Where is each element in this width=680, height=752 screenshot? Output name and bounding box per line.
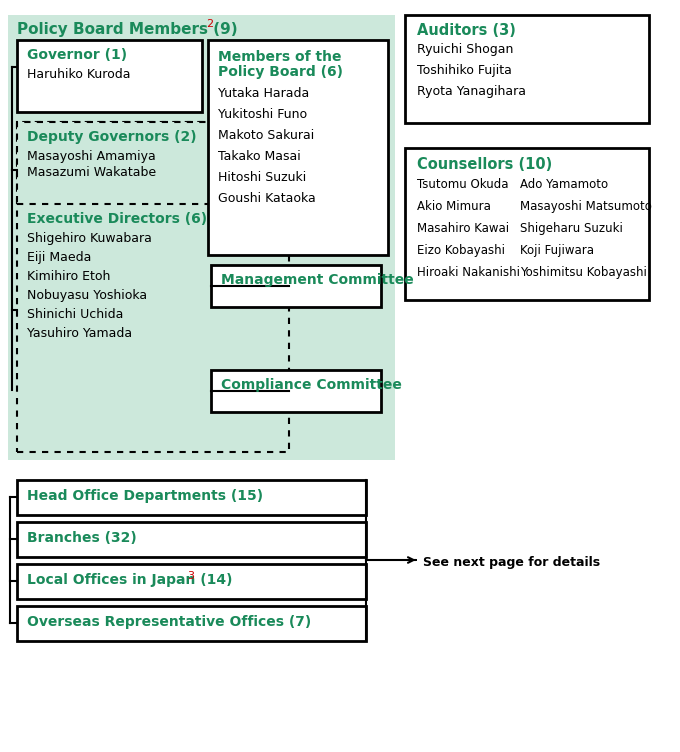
Text: Eiji Maeda: Eiji Maeda: [27, 251, 92, 264]
Text: Compliance Committee: Compliance Committee: [221, 378, 402, 392]
Bar: [405, 15, 649, 123]
Text: Auditors (3): Auditors (3): [417, 23, 515, 38]
Text: Yukitoshi Funo: Yukitoshi Funo: [218, 108, 307, 121]
Bar: [405, 148, 649, 300]
Bar: [7, 15, 395, 460]
Text: Overseas Representative Offices (7): Overseas Representative Offices (7): [27, 615, 311, 629]
Bar: [18, 122, 289, 452]
Text: Yutaka Harada: Yutaka Harada: [218, 87, 309, 100]
Text: Management Committee: Management Committee: [221, 273, 413, 287]
Text: Ryota Yanagihara: Ryota Yanagihara: [417, 85, 526, 98]
Text: Takako Masai: Takako Masai: [218, 150, 301, 163]
Text: Kimihiro Etoh: Kimihiro Etoh: [27, 270, 111, 283]
Bar: [18, 522, 367, 557]
Text: Local Offices in Japan (14): Local Offices in Japan (14): [27, 573, 233, 587]
Text: Tsutomu Okuda: Tsutomu Okuda: [417, 178, 508, 191]
Bar: [18, 122, 289, 204]
Text: 3: 3: [187, 571, 194, 581]
Bar: [211, 265, 381, 307]
Text: Yoshimitsu Kobayashi: Yoshimitsu Kobayashi: [520, 266, 647, 279]
Text: Ado Yamamoto: Ado Yamamoto: [520, 178, 609, 191]
Text: Haruhiko Kuroda: Haruhiko Kuroda: [27, 68, 131, 81]
Text: Deputy Governors (2): Deputy Governors (2): [27, 130, 197, 144]
Text: Masahiro Kawai: Masahiro Kawai: [417, 222, 509, 235]
Text: Head Office Departments (15): Head Office Departments (15): [27, 489, 263, 503]
Text: 2: 2: [207, 19, 214, 29]
Bar: [18, 606, 367, 641]
Bar: [211, 370, 381, 412]
Text: Shigehiro Kuwabara: Shigehiro Kuwabara: [27, 232, 152, 245]
Text: Members of the: Members of the: [218, 50, 341, 64]
Text: Governor (1): Governor (1): [27, 48, 127, 62]
Text: Branches (32): Branches (32): [27, 531, 137, 545]
Bar: [18, 564, 367, 599]
Text: Executive Directors (6): Executive Directors (6): [27, 212, 207, 226]
Text: Policy Board (6): Policy Board (6): [218, 65, 343, 79]
Text: Counsellors (10): Counsellors (10): [417, 157, 552, 172]
Text: Shinichi Uchida: Shinichi Uchida: [27, 308, 124, 321]
Text: Masazumi Wakatabe: Masazumi Wakatabe: [27, 166, 156, 179]
Text: Hiroaki Nakanishi: Hiroaki Nakanishi: [417, 266, 520, 279]
Bar: [18, 480, 367, 515]
Text: Koji Fujiwara: Koji Fujiwara: [520, 244, 594, 257]
Text: Makoto Sakurai: Makoto Sakurai: [218, 129, 314, 142]
Text: Akio Mimura: Akio Mimura: [417, 200, 490, 213]
Text: Masayoshi Amamiya: Masayoshi Amamiya: [27, 150, 156, 163]
Text: Hitoshi Suzuki: Hitoshi Suzuki: [218, 171, 306, 184]
Text: Ryuichi Shogan: Ryuichi Shogan: [417, 43, 513, 56]
Text: Eizo Kobayashi: Eizo Kobayashi: [417, 244, 505, 257]
Text: Nobuyasu Yoshioka: Nobuyasu Yoshioka: [27, 289, 148, 302]
Text: Policy Board Members (9): Policy Board Members (9): [18, 22, 238, 37]
Bar: [18, 40, 201, 112]
Bar: [208, 40, 388, 255]
Text: Yasuhiro Yamada: Yasuhiro Yamada: [27, 327, 132, 340]
Text: Toshihiko Fujita: Toshihiko Fujita: [417, 64, 511, 77]
Text: See next page for details: See next page for details: [424, 556, 600, 569]
Text: Goushi Kataoka: Goushi Kataoka: [218, 192, 316, 205]
Text: Masayoshi Matsumoto: Masayoshi Matsumoto: [520, 200, 652, 213]
Text: Shigeharu Suzuki: Shigeharu Suzuki: [520, 222, 624, 235]
